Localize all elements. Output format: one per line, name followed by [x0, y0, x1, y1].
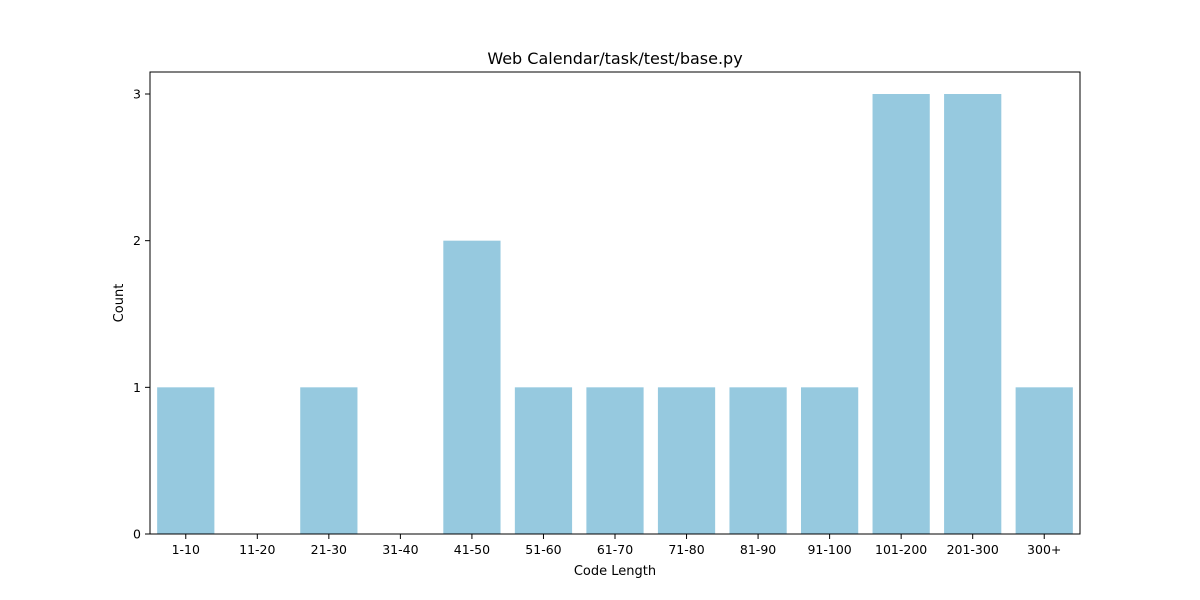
x-tick-label: 21-30 — [311, 542, 347, 557]
bar-21-30 — [300, 387, 358, 534]
y-tick-label: 0 — [133, 527, 141, 542]
x-tick-label: 81-90 — [740, 542, 776, 557]
x-tick-label: 11-20 — [239, 542, 275, 557]
x-tick-label: 61-70 — [597, 542, 633, 557]
x-tick-label: 201-300 — [947, 542, 999, 557]
bar-101-200 — [872, 94, 930, 534]
bar-91-100 — [801, 387, 859, 534]
chart-title: Web Calendar/task/test/base.py — [487, 49, 742, 68]
x-tick-label: 51-60 — [525, 542, 561, 557]
bars-group — [157, 94, 1073, 535]
bar-300+ — [1015, 387, 1073, 534]
x-axis-ticks: 1-10 11-20 21-30 31-40 41-50 51-60 61-70 71-80 8… — [172, 534, 1061, 557]
x-tick-label: 300+ — [1027, 542, 1061, 557]
bar-51-60 — [514, 387, 573, 534]
y-axis-ticks: 0 1 2 3 — [133, 87, 150, 542]
x-axis-label: Code Length — [574, 564, 656, 579]
x-tick-label: 1-10 — [172, 542, 200, 557]
bar-201-300 — [944, 94, 1002, 534]
bar-81-90 — [729, 387, 787, 534]
bar-1-10 — [157, 387, 215, 534]
bar-41-50 — [443, 240, 501, 535]
y-tick-label: 3 — [133, 87, 141, 102]
x-tick-label: 71-80 — [668, 542, 704, 557]
x-tick-label: 31-40 — [382, 542, 418, 557]
x-tick-label: 41-50 — [454, 542, 490, 557]
x-tick-label: 101-200 — [875, 542, 927, 557]
x-tick-label: 91-100 — [807, 542, 851, 557]
y-axis-label: Count — [112, 284, 127, 323]
bar-61-70 — [586, 387, 644, 534]
y-tick-label: 1 — [133, 380, 141, 395]
y-tick-label: 2 — [133, 233, 141, 248]
bar-71-80 — [657, 387, 716, 534]
